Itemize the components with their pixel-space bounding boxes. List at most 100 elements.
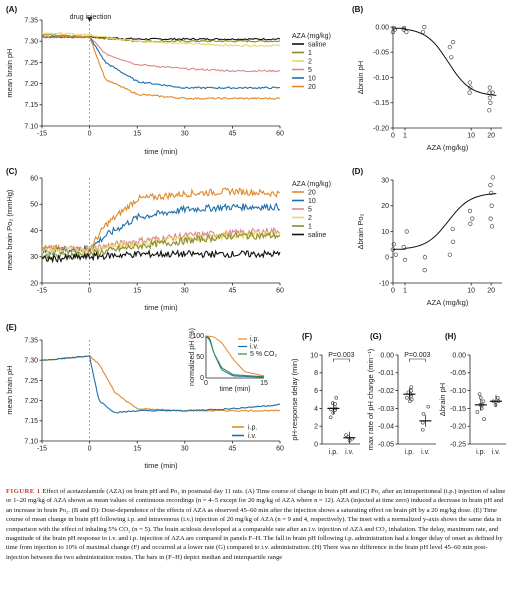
y-tick-label: -0.20: [373, 125, 389, 132]
data-point: [333, 408, 337, 412]
x-tick-label: -15: [37, 446, 47, 453]
inset-x-tick-label: 0: [204, 380, 208, 387]
x-tick-label: 45: [229, 288, 237, 295]
series-line-20: [41, 187, 281, 255]
data-point: [467, 208, 473, 213]
figure-label: FIGURE 1: [6, 488, 41, 495]
panel-label: (C): [6, 167, 17, 176]
legend-a-item: 10: [308, 76, 316, 83]
y-tick-label: -0.05: [373, 50, 389, 57]
y-tick-label: 7.30: [24, 39, 38, 46]
series-line-5: [41, 35, 281, 73]
y-axis-label: mean brain Po₂ (mmHg): [5, 189, 14, 270]
y-tick-label: -0.01: [378, 370, 394, 377]
data-point: [468, 221, 473, 226]
data-point: [487, 95, 492, 100]
panel-label: (D): [352, 167, 363, 176]
y-tick-label: -0.05: [450, 370, 466, 377]
legend-e-item: i.p.: [248, 425, 257, 432]
data-point: [420, 420, 425, 425]
fit-curve: [393, 193, 497, 250]
p-value-label: P=0.003: [328, 352, 354, 359]
x-tick-label: 20: [487, 133, 495, 140]
data-point: [467, 90, 472, 95]
y-tick-label: 2: [314, 424, 318, 431]
y-tick-label: -0.10: [373, 75, 389, 82]
panel-label: (F): [302, 332, 313, 341]
y-tick-label: 40: [30, 228, 38, 235]
data-point: [409, 394, 414, 398]
x-tick-label: 60: [276, 288, 284, 295]
legend-c-title: AZA (mg/kg): [292, 181, 331, 188]
inset-y-tick-label: 100: [192, 333, 204, 340]
x-axis-label: time (min): [144, 303, 178, 312]
data-point: [329, 407, 333, 412]
y-axis-label: Δbrain Po₂: [356, 213, 365, 249]
data-point: [478, 395, 483, 400]
data-point: [421, 411, 426, 416]
y-tick-label: 30: [381, 177, 389, 184]
data-point: [447, 45, 452, 50]
data-point: [450, 226, 455, 232]
x-tick-label: -15: [37, 288, 47, 295]
y-tick-label: 7.30: [24, 358, 38, 365]
data-point: [451, 239, 456, 244]
y-axis-label: mean brain pH: [5, 365, 14, 414]
y-tick-label: -0.20: [450, 424, 466, 431]
data-point: [391, 242, 396, 247]
panel-label: (H): [445, 332, 456, 341]
series-line-20: [42, 35, 281, 100]
y-tick-label: 7.25: [24, 60, 38, 67]
inset-x-axis-label: time (min): [219, 386, 250, 393]
y-tick-label: 50: [30, 202, 38, 209]
x-tick-label: 0: [88, 446, 92, 453]
legend-a-item: 2: [308, 59, 312, 66]
data-point: [390, 29, 396, 35]
category-label: i.v.: [492, 449, 500, 456]
y-tick-label: 7.20: [24, 398, 38, 405]
injection-arrow-icon: [87, 17, 93, 22]
panel-label: (A): [6, 5, 17, 14]
data-point: [409, 388, 413, 393]
category-label: i.p.: [476, 449, 485, 456]
data-point: [489, 203, 494, 208]
data-point: [404, 229, 409, 234]
y-tick-label: -0.02: [378, 388, 394, 395]
y-tick-label: 30: [30, 254, 38, 261]
y-tick-label: 0.00: [380, 352, 394, 359]
data-point: [447, 252, 452, 257]
caption-text: Effect of acetazolamide (AZA) on brain p…: [6, 488, 506, 561]
data-point: [402, 257, 408, 262]
data-point: [405, 395, 409, 400]
legend-a-item: 5: [308, 67, 312, 74]
category-label: i.v.: [345, 449, 353, 456]
x-tick-label: 0: [88, 288, 92, 295]
y-tick-label: 6: [314, 388, 318, 395]
y-tick-label: -0.05: [378, 441, 394, 448]
data-point: [449, 55, 454, 60]
p-value-label: P=0.003: [404, 352, 430, 359]
y-tick-label: -0.15: [450, 406, 466, 413]
panel-label: (E): [6, 323, 17, 332]
data-point: [496, 395, 500, 400]
data-point: [409, 397, 414, 402]
data-point: [422, 255, 428, 260]
y-tick-label: 10: [310, 352, 318, 359]
x-tick-label: 30: [181, 288, 189, 295]
category-label: i.p.: [329, 449, 338, 456]
y-tick-label: 0: [314, 441, 318, 448]
inset-legend-item: 5 % CO₂: [250, 351, 278, 358]
inset-legend-item: i.p.: [250, 336, 259, 343]
x-tick-label: 15: [133, 446, 141, 453]
data-point: [470, 216, 475, 221]
x-tick-label: 0: [391, 133, 395, 140]
significance-bracket: [409, 358, 426, 362]
y-tick-label: -0.25: [450, 441, 466, 448]
y-axis-label: mean brain pH: [5, 48, 14, 97]
y-axis-label: Δbrain pH: [438, 383, 447, 416]
x-axis-label: time (min): [144, 461, 178, 470]
data-point: [334, 395, 339, 400]
data-point: [490, 175, 495, 180]
data-point: [422, 268, 427, 273]
